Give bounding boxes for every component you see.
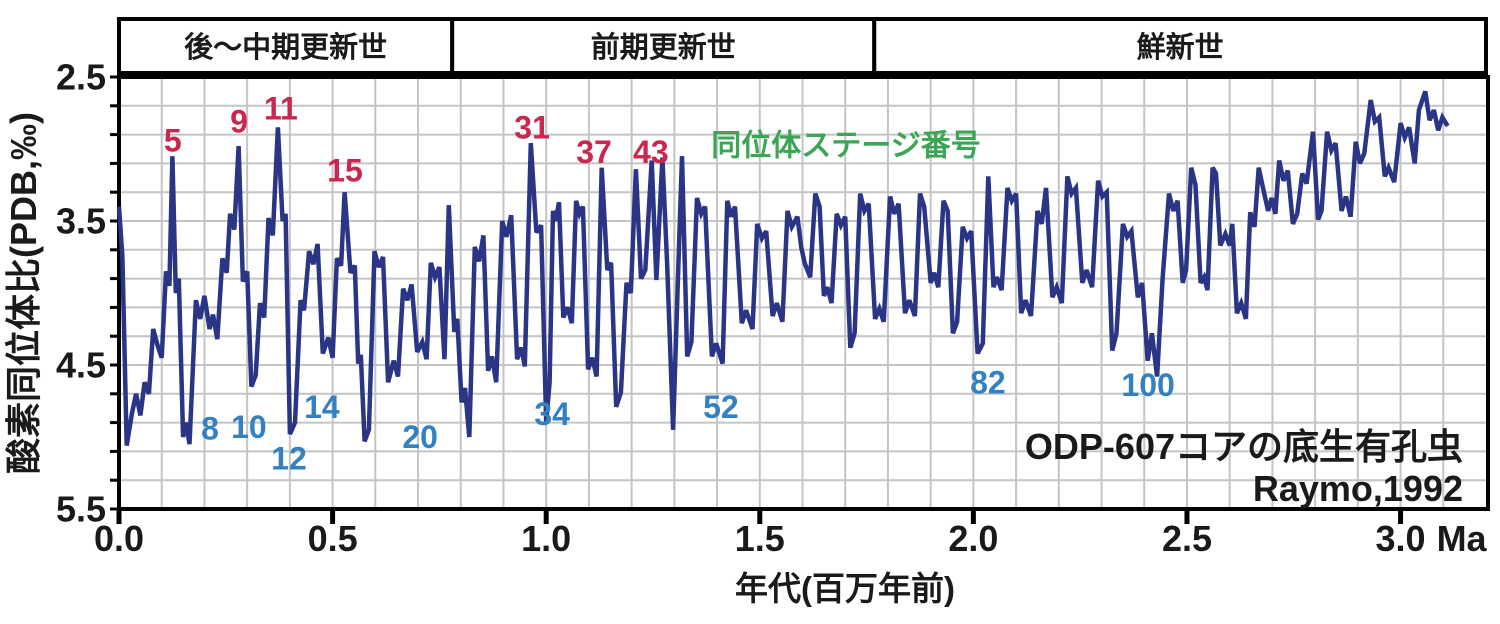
stage-label-interglacial-43: 43 xyxy=(633,134,669,170)
x-tick-label: 2.0 xyxy=(948,518,998,559)
x-axis-title: 年代(百万年前) xyxy=(735,570,955,607)
x-tick-label: 0.0 xyxy=(94,518,144,559)
stage-label-interglacial-9: 9 xyxy=(230,104,248,140)
stage-note: 同位体ステージ番号 xyxy=(711,129,980,163)
source-annotation-line1: ODP-607コアの底生有孔虫 xyxy=(1025,426,1463,467)
stage-label-interglacial-37: 37 xyxy=(576,134,612,170)
x-tick-label: 0.5 xyxy=(308,518,358,559)
x-tick-label: 3.0 xyxy=(1376,518,1426,559)
stage-label-glacial-12: 12 xyxy=(271,441,307,477)
plot-frame xyxy=(117,75,1490,511)
source-annotation-line2: Raymo,1992 xyxy=(1253,468,1463,509)
stage-label-glacial-100: 100 xyxy=(1121,367,1174,403)
stage-label-glacial-8: 8 xyxy=(201,410,219,446)
y-tick-label: 2.5 xyxy=(56,57,106,98)
epoch-box-0 xyxy=(117,17,455,75)
x-tick-label: 1.5 xyxy=(735,518,785,559)
chart-generated-layer: 後〜中期更新世 前期更新世 鮮新世 0.0 0.5 1.0 1.5 2.0 2.5 3.0 Ma 2.… xyxy=(56,17,1490,559)
epoch-label-0: 後〜中期更新世 xyxy=(184,31,387,64)
epoch-label-1: 前期更新世 xyxy=(591,30,736,64)
stage-label-interglacial-5: 5 xyxy=(164,122,182,158)
stage-label-interglacial-31: 31 xyxy=(514,109,550,145)
stage-label-interglacial-11: 11 xyxy=(264,91,298,127)
y-tick-label: 3.5 xyxy=(56,201,106,242)
stage-label-glacial-52: 52 xyxy=(703,389,739,425)
stage-label-glacial-34: 34 xyxy=(534,396,570,432)
x-tick-label: 2.5 xyxy=(1162,518,1212,559)
y-axis-title: 酸素同位体比(PDB,‰) xyxy=(3,112,44,474)
stage-label-interglacial-15: 15 xyxy=(327,153,363,189)
stage-label-glacial-82: 82 xyxy=(970,364,1006,400)
y-tick-label: 5.5 xyxy=(56,489,106,530)
epoch-label-2: 鮮新世 xyxy=(1137,31,1224,64)
epoch-box-2 xyxy=(872,17,1488,75)
isotope-curve xyxy=(116,90,1450,446)
stage-label-glacial-20: 20 xyxy=(402,419,438,455)
x-axis-unit: Ma xyxy=(1437,518,1488,559)
stage-label-glacial-14: 14 xyxy=(304,389,340,425)
x-tick-label: 1.0 xyxy=(521,518,571,559)
y-tick-label: 4.5 xyxy=(56,345,106,386)
stage-label-glacial-10: 10 xyxy=(231,409,267,445)
